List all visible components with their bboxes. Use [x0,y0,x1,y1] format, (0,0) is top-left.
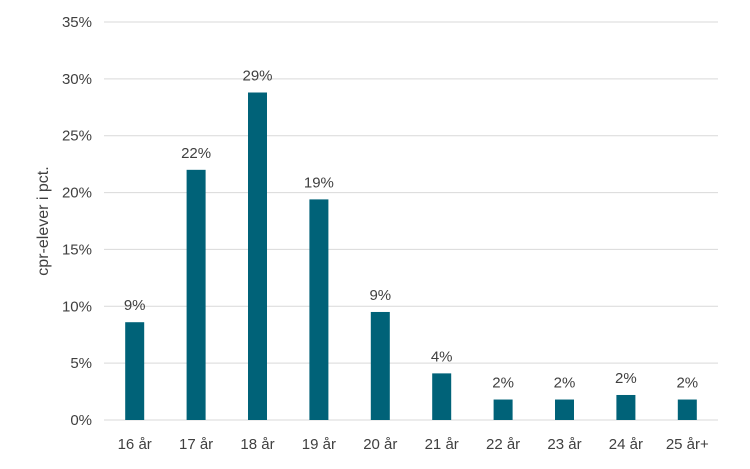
x-tick-label: 25 år+ [666,436,709,453]
x-tick-label: 22 år [486,436,520,453]
x-tick-label: 18 år [240,436,274,453]
y-tick-label: 30% [62,71,92,88]
y-tick-label: 25% [62,128,92,145]
bar [493,399,513,420]
data-label: 22% [181,145,211,162]
bar [186,169,206,420]
x-tick-label: 17 år [179,436,213,453]
bar [248,92,267,420]
data-label: 4% [431,348,453,365]
bar [309,199,329,420]
y-tick-label: 15% [62,241,92,258]
bars [125,92,697,420]
y-tick-label: 10% [62,298,92,315]
y-tick-label: 5% [70,355,92,372]
bar [125,322,145,420]
bar [677,399,697,420]
data-label: 2% [492,375,514,392]
gridlines [104,21,718,421]
data-label: 19% [304,174,334,191]
data-label: 9% [369,287,391,304]
data-label: 2% [676,375,698,392]
bar [432,373,452,420]
y-axis-ticks: 0% 5% 10% 15% 20% 25% 30% 35% [62,14,92,429]
y-tick-label: 0% [70,412,92,429]
data-label: 29% [242,68,272,85]
y-tick-label: 35% [62,14,92,31]
data-labels: 9% 22% 29% 19% 9% 4% 2% 2% 2% 2% [124,68,698,392]
x-tick-label: 19 år [302,436,336,453]
x-axis-ticks: 16 år 17 år 18 år 19 år 20 år 21 år 22 år 23 år… [118,436,709,453]
bar [616,394,636,420]
x-tick-label: 21 år [425,436,459,453]
x-tick-label: 20 år [363,436,397,453]
data-label: 2% [615,370,637,387]
data-label: 9% [124,297,146,314]
y-tick-label: 20% [62,185,92,202]
x-tick-label: 16 år [118,436,152,453]
x-tick-label: 23 år [547,436,581,453]
y-axis-title: cpr-elever i pct. [35,166,52,275]
data-label: 2% [554,375,576,392]
bar [370,311,390,420]
bar [555,399,574,420]
x-tick-label: 24 år [609,436,643,453]
